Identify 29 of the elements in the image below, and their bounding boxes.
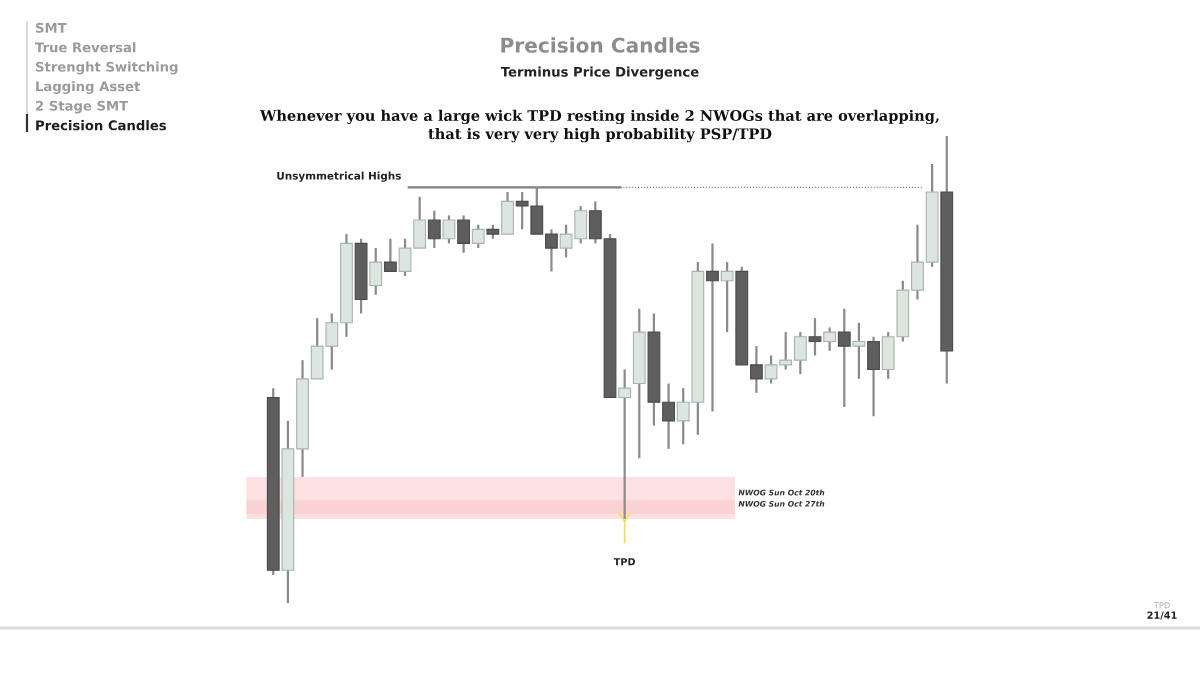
candlestick <box>369 246 383 296</box>
candlestick <box>545 228 558 273</box>
candlestick <box>750 345 763 394</box>
annotation: TPD <box>613 558 636 566</box>
candlestick <box>427 209 441 250</box>
text: Lagging Asset <box>36 81 141 94</box>
candlestick <box>457 214 470 254</box>
candlestick <box>706 242 719 413</box>
text: Precision Candles <box>36 120 167 131</box>
candlestick <box>442 214 456 245</box>
candlestick <box>808 317 822 357</box>
annotation: Whenever you have a large wick TPD resting inside 2 NWOGs that are overlapping, that is very very high probability PSP/TPD <box>259 109 939 143</box>
candlestick <box>383 237 397 273</box>
chart-title: Precision Candles <box>501 37 700 53</box>
candlestick <box>793 331 807 376</box>
text: TPD <box>1153 602 1170 609</box>
text: 21/41 <box>1147 611 1177 620</box>
candlestick <box>852 321 866 380</box>
candlestick <box>720 260 734 334</box>
text: SMT <box>35 22 67 33</box>
candlestick <box>823 326 837 352</box>
ref-line-label: Unsymmetrical Highs <box>277 171 401 182</box>
text: Strenght Switching <box>35 61 178 75</box>
chart-subtitle: Terminus Price Divergence <box>500 66 699 80</box>
candlestick <box>662 382 675 450</box>
candlestick <box>471 223 485 250</box>
text: 2 Stage SMT <box>36 100 129 114</box>
text: True Reversal <box>35 42 136 53</box>
candlestick <box>837 307 851 408</box>
